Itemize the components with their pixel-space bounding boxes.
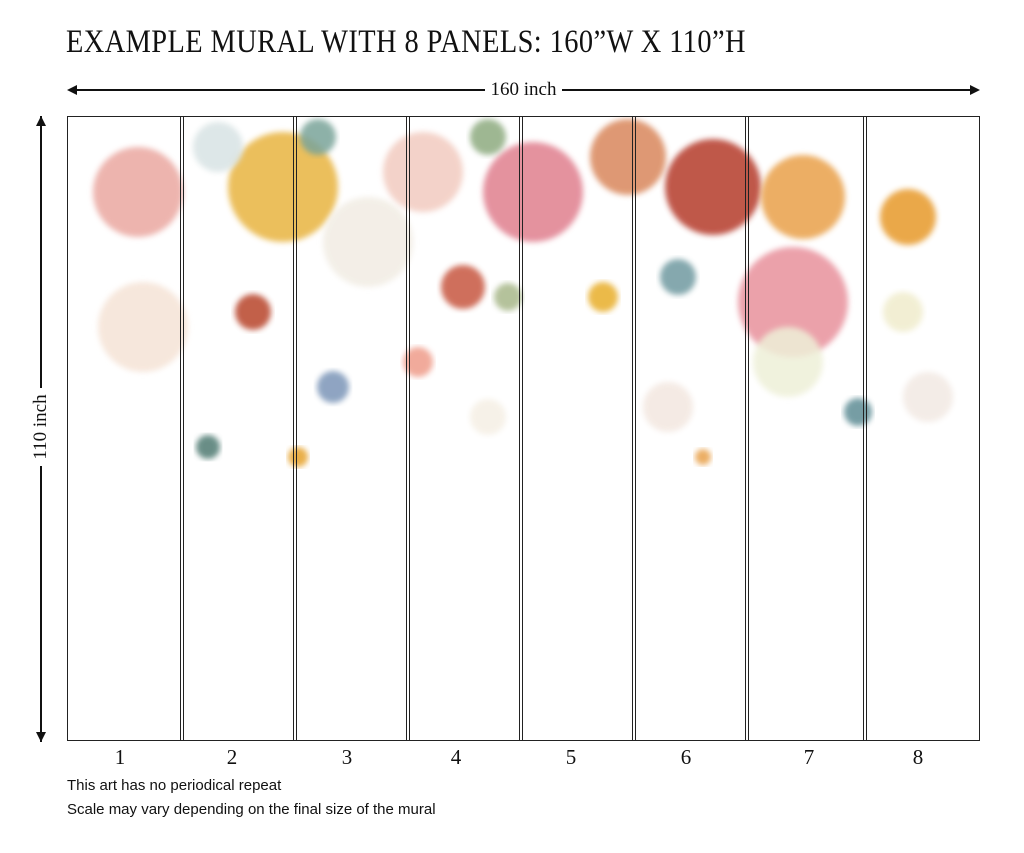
flower xyxy=(590,119,666,195)
floral-artwork xyxy=(93,117,953,740)
flower xyxy=(883,292,923,332)
panel-number: 3 xyxy=(341,745,353,769)
flower xyxy=(441,265,485,309)
flower xyxy=(193,122,243,172)
flower xyxy=(643,382,693,432)
flower xyxy=(196,435,220,459)
flower xyxy=(695,449,711,465)
flower xyxy=(738,247,848,357)
arrow-right-icon xyxy=(970,85,980,95)
arrow-up-icon xyxy=(36,116,46,126)
panel-number: 5 xyxy=(565,745,577,769)
arrow-down-icon xyxy=(36,732,46,742)
flower xyxy=(903,372,953,422)
flower xyxy=(844,398,872,426)
flower xyxy=(300,119,336,155)
flower xyxy=(288,447,308,467)
flower xyxy=(470,119,506,155)
flower xyxy=(228,132,338,242)
note-repeat: This art has no periodical repeat xyxy=(67,777,282,794)
flower xyxy=(588,282,618,312)
panel-number: 7 xyxy=(803,745,815,769)
flower xyxy=(403,347,433,377)
note-scale: Scale may vary depending on the final si… xyxy=(67,801,436,818)
panel-number: 2 xyxy=(226,745,238,769)
flower xyxy=(235,294,271,330)
flower xyxy=(470,399,506,435)
width-label: 160 inch xyxy=(484,79,563,100)
flower xyxy=(660,259,696,295)
arrow-left-icon xyxy=(67,85,77,95)
flower xyxy=(483,142,583,242)
mural-preview xyxy=(67,116,980,741)
flower xyxy=(753,327,823,397)
height-label: 110 inch xyxy=(30,388,51,466)
height-dimension: 110 inch xyxy=(30,116,52,742)
panel-number: 4 xyxy=(450,745,462,769)
width-dimension: 160 inch xyxy=(67,79,980,101)
flower xyxy=(98,282,188,372)
panel-number: 1 xyxy=(114,745,126,769)
flower xyxy=(323,197,413,287)
flower xyxy=(383,132,463,212)
page-title: EXAMPLE MURAL WITH 8 PANELS: 160”W X 110… xyxy=(66,24,746,60)
flower xyxy=(494,283,522,311)
panel-number: 8 xyxy=(912,745,924,769)
flower xyxy=(665,139,761,235)
flower xyxy=(317,371,349,403)
flower xyxy=(880,189,936,245)
panel-number: 6 xyxy=(680,745,692,769)
flower xyxy=(761,155,845,239)
flower xyxy=(93,147,183,237)
